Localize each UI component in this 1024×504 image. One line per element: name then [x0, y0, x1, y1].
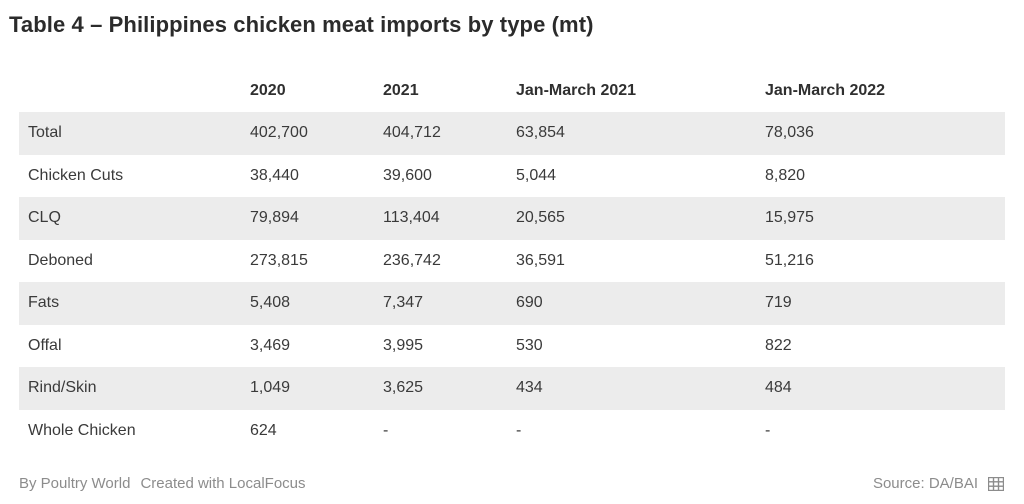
- table-cell: 113,404: [383, 209, 440, 227]
- table-cell: -: [383, 421, 389, 439]
- table-cell: 38,440: [250, 166, 299, 184]
- row-label: Chicken Cuts: [28, 166, 124, 184]
- table-header-row: 2020 2021 Jan-March 2021 Jan-March 2022: [19, 70, 1005, 112]
- table-cell: 79,894: [250, 209, 299, 227]
- table-row: Deboned 273,815 236,742 36,591 51,216: [19, 240, 1005, 283]
- table-cell: 39,600: [383, 166, 432, 184]
- source-text: Source: DA/BAI: [872, 475, 978, 492]
- source-area: Source: DA/BAI: [872, 475, 1005, 492]
- table-cell: 1,049: [250, 379, 291, 397]
- table-cell: 484: [765, 379, 792, 397]
- data-table: 2020 2021 Jan-March 2021 Jan-March 2022 …: [19, 70, 1005, 452]
- created-with-link[interactable]: Created with LocalFocus: [140, 475, 306, 492]
- row-label: CLQ: [28, 209, 61, 227]
- table-cell: 20,565: [516, 209, 565, 227]
- byline: By Poultry World: [19, 475, 131, 492]
- table-cell: 690: [516, 294, 543, 312]
- table-row: Chicken Cuts 38,440 39,600 5,044 8,820: [19, 155, 1005, 198]
- row-label: Whole Chicken: [28, 421, 136, 439]
- table-cell: 719: [765, 294, 792, 312]
- table-cell: 434: [516, 379, 543, 397]
- header-cell: 2021: [383, 82, 419, 99]
- row-label: Fats: [28, 294, 60, 312]
- row-label: Rind/Skin: [28, 379, 97, 397]
- header-cell: Jan-March 2022: [765, 82, 886, 99]
- table-title: Table 4 – Philippines chicken meat impor…: [9, 12, 594, 37]
- table-cell: 5,408: [250, 294, 291, 312]
- table-cell: 78,036: [765, 124, 814, 142]
- credits: By Poultry World Created with LocalFocus: [19, 475, 306, 492]
- header-cell: 2020: [250, 82, 286, 99]
- table-icon[interactable]: [987, 476, 1005, 491]
- row-label: Deboned: [28, 251, 93, 269]
- table-cell: -: [516, 421, 522, 439]
- table-row: Fats 5,408 7,347 690 719: [19, 282, 1005, 325]
- table-cell: 3,625: [383, 379, 424, 397]
- table-cell: 15,975: [765, 209, 814, 227]
- table-cell: -: [765, 421, 771, 439]
- row-label: Offal: [28, 336, 62, 354]
- table-cell: 5,044: [516, 166, 557, 184]
- table-cell: 51,216: [765, 251, 814, 269]
- table-cell: 36,591: [516, 251, 565, 269]
- table-cell: 530: [516, 336, 543, 354]
- table-cell: 402,700: [250, 124, 308, 142]
- table-row: CLQ 79,894 113,404 20,565 15,975: [19, 197, 1005, 240]
- row-label: Total: [28, 124, 62, 142]
- table-row: Rind/Skin 1,049 3,625 434 484: [19, 367, 1005, 410]
- table-row: Total 402,700 404,712 63,854 78,036: [19, 112, 1005, 155]
- table-cell: 7,347: [383, 294, 424, 312]
- table-cell: 8,820: [765, 166, 806, 184]
- table-cell: 236,742: [383, 251, 441, 269]
- table-cell: 273,815: [250, 251, 308, 269]
- table-cell: 404,712: [383, 124, 441, 142]
- table-cell: 624: [250, 421, 277, 439]
- table-cell: 63,854: [516, 124, 565, 142]
- table-footer: By Poultry World Created with LocalFocus …: [0, 472, 1024, 496]
- table-row: Offal 3,469 3,995 530 822: [19, 325, 1005, 368]
- table-cell: 3,469: [250, 336, 291, 354]
- header-cell: Jan-March 2021: [516, 82, 637, 99]
- table-row: Whole Chicken 624 - - -: [19, 410, 1005, 453]
- table-cell: 822: [765, 336, 792, 354]
- table-cell: 3,995: [383, 336, 424, 354]
